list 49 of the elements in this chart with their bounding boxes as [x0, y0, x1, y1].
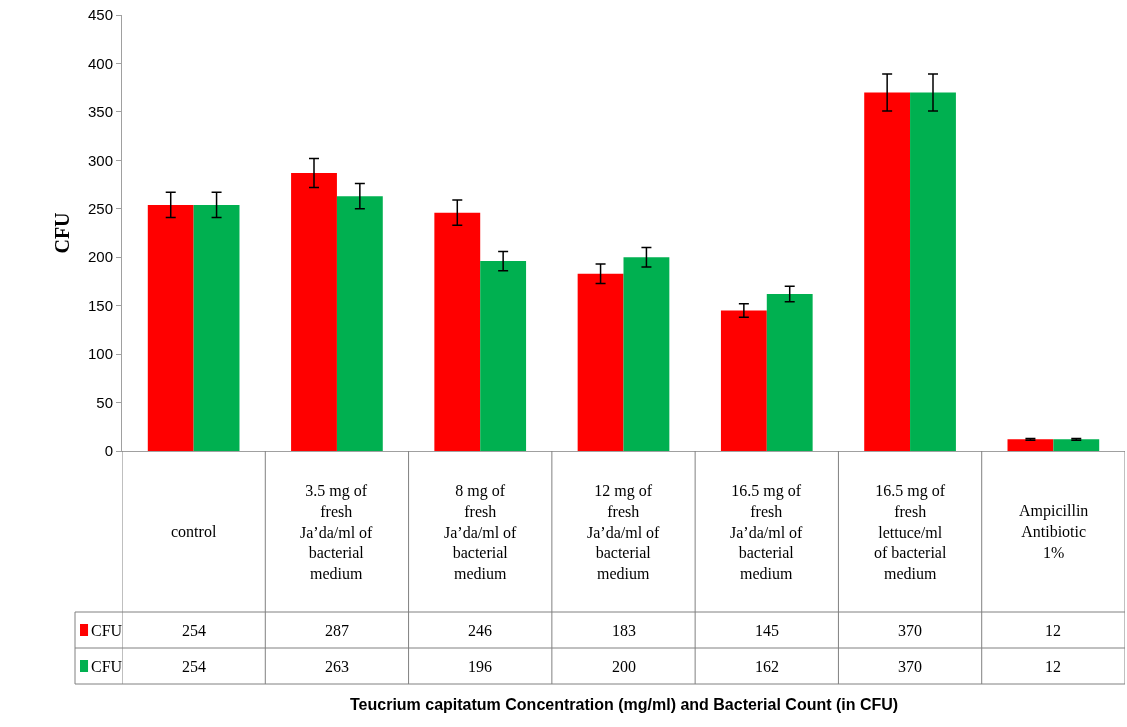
x-tick-label: control — [171, 523, 217, 540]
x-tick-label: 12 mg of fresh Ja’da/ml of bacterial medium — [587, 482, 661, 583]
x-tick-label: 3.5 mg of fresh Ja’da/ml of bacterial medium — [300, 482, 374, 583]
y-tick-label: 50 — [96, 393, 113, 411]
y-tick-label: 100 — [87, 345, 113, 363]
data-label: 145 — [755, 622, 779, 639]
x-tick-label: Ampicillin Antibiotic 1% — [1019, 502, 1089, 561]
bar — [577, 273, 624, 451]
x-tick-label: 8 mg of fresh Ja’da/ml of bacterial medium — [444, 482, 518, 583]
y-tick-label: 200 — [87, 248, 113, 266]
bar — [434, 212, 481, 451]
bar — [291, 172, 337, 451]
legend-label: CFU — [91, 658, 123, 675]
bar — [147, 204, 194, 451]
data-label: 12 — [1045, 658, 1061, 675]
bar — [910, 92, 956, 451]
data-label: 162 — [755, 658, 779, 675]
y-axis-title: CFU — [51, 212, 74, 254]
data-label: 196 — [468, 658, 492, 675]
data-label: 254 — [182, 658, 206, 675]
bar — [1053, 439, 1100, 451]
y-tick-label: 250 — [87, 200, 113, 218]
data-label: 183 — [612, 622, 636, 639]
bar — [623, 257, 670, 451]
data-label: 370 — [898, 622, 922, 639]
y-tick-label: 350 — [87, 103, 113, 121]
data-label: 254 — [182, 622, 206, 639]
y-tick-label: 400 — [87, 54, 113, 72]
bar — [864, 92, 911, 451]
x-tick-label: 16.5 mg of fresh Ja’da/ml of bacterial medium — [730, 482, 804, 583]
data-label: 370 — [898, 658, 922, 675]
bar — [720, 310, 767, 451]
y-tick-label: 450 — [87, 6, 113, 24]
x-tick-label: 16.5 mg of fresh lettuce/ml of bacterial medium — [874, 482, 947, 583]
data-label: 263 — [325, 658, 349, 675]
data-label: 287 — [325, 622, 349, 639]
data-label: 246 — [468, 622, 492, 639]
data-label: 200 — [612, 658, 636, 675]
y-tick-label: 300 — [87, 151, 113, 169]
data-label: 12 — [1045, 622, 1061, 639]
bar — [336, 196, 383, 451]
y-tick-label: 150 — [87, 296, 113, 314]
bar — [766, 294, 813, 451]
text: Teucrium capitatum Concentration (mg/ml) and Bacterial Count (in CFU) — [350, 696, 899, 713]
y-tick-label: 0 — [104, 442, 113, 460]
bar — [1007, 439, 1054, 451]
bar — [480, 261, 527, 451]
bar — [193, 204, 240, 451]
legend-label: CFU — [91, 622, 123, 639]
